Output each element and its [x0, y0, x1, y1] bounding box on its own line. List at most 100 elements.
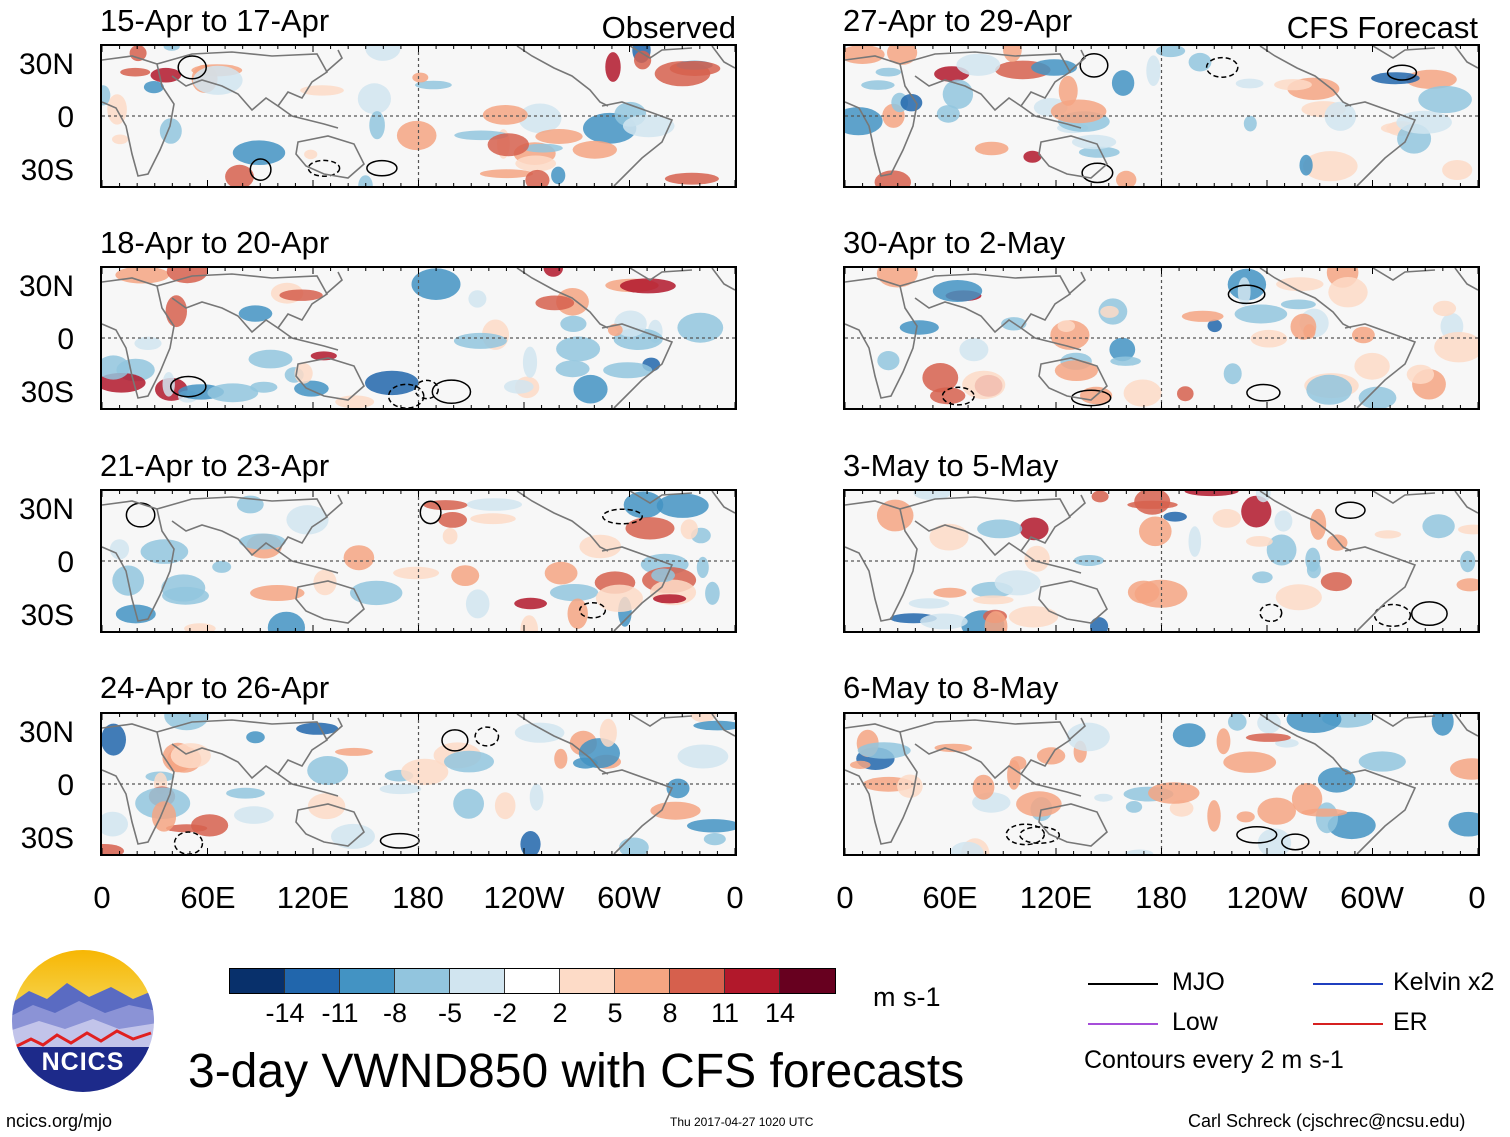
anomaly-blob	[1009, 756, 1027, 771]
mjo-contour	[387, 383, 425, 408]
anomaly-blob	[1184, 491, 1239, 497]
footer-url[interactable]: ncics.org/mjo	[6, 1111, 113, 1131]
anomaly-blob	[1358, 751, 1406, 772]
anomaly-blob	[1023, 150, 1042, 163]
anomaly-blob	[102, 723, 126, 756]
lat-label-eq: 0	[57, 769, 74, 802]
anomaly-blob	[1275, 584, 1322, 611]
coastline	[516, 268, 609, 329]
anomaly-blob	[625, 517, 675, 540]
anomaly-blob	[1123, 379, 1162, 407]
anomaly-blob	[573, 374, 608, 404]
anomaly-blob	[696, 556, 709, 578]
colorbar-tick: 11	[710, 998, 740, 1028]
anomaly-blob	[335, 747, 373, 756]
anomaly-blob	[544, 561, 578, 585]
anomaly-blob	[1146, 55, 1161, 86]
coastline	[601, 769, 674, 854]
anomaly-blob	[465, 589, 490, 619]
anomaly-blob	[468, 290, 487, 308]
lon-label: 60E	[922, 880, 978, 915]
coastline	[1038, 803, 1108, 847]
anomaly-blob	[1374, 530, 1402, 539]
anomaly-blob	[669, 61, 721, 76]
coastline	[711, 268, 735, 291]
anomaly-blob	[193, 65, 243, 95]
anomaly-blob	[651, 568, 675, 583]
anomaly-blob	[250, 585, 305, 601]
anomaly-blob	[246, 731, 265, 744]
colorbar-tick: 5	[607, 998, 623, 1028]
anomaly-blob	[358, 175, 373, 186]
anomaly-blob	[1127, 500, 1178, 509]
anomaly-blob	[680, 519, 698, 540]
anomaly-blob	[365, 46, 401, 61]
lat-label-30n: 30N	[18, 48, 74, 81]
main-title: 3-day VWND850 with CFS forecasts	[188, 1045, 965, 1098]
coastline	[516, 491, 609, 552]
anomaly-blob	[1024, 545, 1050, 572]
anomaly-blob	[1071, 134, 1117, 150]
anomaly-blob	[1301, 808, 1348, 817]
coastline	[156, 51, 329, 112]
coastline	[1038, 357, 1108, 401]
lat-label-eq: 0	[57, 546, 74, 579]
anomaly-blob	[1252, 571, 1273, 584]
anomaly-blob	[1274, 79, 1312, 91]
anomaly-blob	[296, 722, 339, 735]
anomaly-blob	[1456, 578, 1478, 592]
lat-label-30s: 30S	[20, 154, 74, 187]
anomaly-blob	[479, 169, 534, 179]
anomaly-blob	[482, 105, 528, 125]
anomaly-blob	[656, 493, 709, 518]
anomaly-blob	[412, 72, 429, 83]
mjo-contour	[1410, 601, 1448, 627]
anomaly-blob	[1241, 495, 1272, 528]
anomaly-blob	[622, 114, 675, 138]
anomaly-blob	[504, 379, 534, 394]
legend-line-er	[1313, 1023, 1383, 1025]
anomaly-blob	[1246, 536, 1273, 547]
mjo-contour	[1019, 826, 1061, 845]
footer-timestamp: Thu 2017-04-27 1020 UTC	[670, 1115, 814, 1129]
anomaly-blob	[1352, 326, 1375, 344]
coastline	[1038, 580, 1108, 624]
coastline	[1020, 550, 1082, 574]
anomaly-blob	[994, 570, 1041, 596]
lat-label-30s: 30S	[20, 822, 74, 855]
anomaly-blob	[922, 363, 959, 393]
anomaly-blob	[1228, 714, 1247, 731]
anomaly-blob	[908, 598, 950, 609]
coastline	[1259, 46, 1352, 107]
anomaly-blob	[234, 806, 274, 824]
legend-label-er: ER	[1393, 1008, 1428, 1036]
anomaly-blob	[934, 743, 973, 753]
anomaly-blob	[1181, 310, 1224, 322]
coastline	[1454, 491, 1478, 514]
mjo-contour	[173, 831, 204, 854]
anomaly-blob	[1008, 606, 1059, 628]
mjo-contour	[1081, 162, 1114, 184]
anomaly-blob	[453, 332, 507, 349]
anomaly-blob	[677, 744, 729, 769]
anomaly-blob	[514, 597, 547, 610]
coastline	[277, 773, 339, 797]
anomaly-blob	[520, 831, 541, 854]
anomaly-blob	[1434, 332, 1478, 363]
map-canvas	[102, 46, 735, 186]
anomaly-blob	[936, 105, 960, 123]
anomaly-blob	[1274, 510, 1293, 532]
panel-title: 15-Apr to 17-Apr	[100, 3, 330, 38]
mjo-contour	[414, 379, 439, 400]
coastline	[1344, 101, 1417, 186]
anomaly-blob	[393, 566, 440, 580]
colorbar-units: m s-1	[873, 982, 941, 1012]
anomaly-blob	[977, 519, 1023, 539]
anomaly-blob	[887, 46, 918, 65]
coastline	[295, 135, 365, 179]
anomaly-blob	[1291, 783, 1323, 815]
coastline	[1068, 49, 1086, 73]
anomaly-blob	[1090, 617, 1109, 631]
anomaly-blob	[1058, 75, 1078, 106]
colorbar-swatch	[450, 969, 505, 993]
